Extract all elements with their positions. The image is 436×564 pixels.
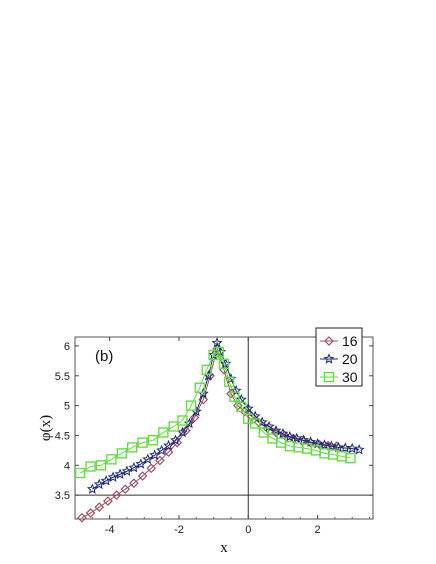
data-point-diamond: [324, 336, 334, 346]
legend-label: 30: [342, 369, 358, 385]
data-point-diamond: [198, 394, 209, 405]
legend-label: 16: [342, 333, 358, 349]
data-point-star: [211, 337, 223, 348]
data-point-star: [242, 402, 254, 414]
panel-label: (b): [95, 348, 113, 365]
data-point-star: [298, 434, 310, 445]
data-point-square: [258, 427, 270, 438]
x-tick-label: -2: [174, 524, 184, 536]
series-line: [79, 351, 351, 474]
data-point-star: [149, 449, 161, 460]
data-point-square: [323, 371, 335, 383]
data-point-star: [291, 432, 303, 444]
x-tick-label: -4: [105, 524, 115, 536]
data-point-square: [116, 448, 127, 459]
data-point-square: [158, 427, 169, 438]
data-point-square: [201, 364, 212, 376]
y-tick-label: 6: [64, 341, 70, 353]
data-point-star: [176, 426, 188, 438]
data-point-star: [263, 420, 275, 432]
data-point-star: [107, 471, 119, 482]
data-point-square: [177, 415, 188, 426]
data-point-square: [213, 346, 225, 358]
data-point-square: [218, 358, 230, 370]
data-point-square: [74, 467, 86, 479]
data-point-square: [345, 452, 356, 464]
data-point-star: [256, 416, 268, 428]
data-point-square: [95, 460, 107, 471]
data-point-star: [339, 442, 351, 453]
data-point-star: [93, 478, 105, 490]
data-point-diamond: [77, 512, 87, 523]
legend-label: 20: [342, 351, 358, 367]
data-point-star: [100, 475, 112, 486]
legend: 16 20 30: [315, 327, 363, 387]
y-tick-label: 4.5: [55, 430, 70, 442]
data-point-square: [223, 376, 235, 387]
x-tick-label: 0: [245, 524, 251, 536]
series-line: [92, 341, 360, 490]
data-point-star: [284, 430, 296, 442]
data-point-star: [325, 440, 337, 451]
data-point-star: [142, 453, 154, 465]
data-point-star: [121, 465, 133, 476]
data-point-star: [169, 434, 182, 445]
data-point-square: [168, 421, 179, 432]
data-point-diamond: [146, 463, 157, 474]
data-point-star: [135, 458, 147, 469]
data-point-star: [183, 417, 195, 429]
x-tick-label: 2: [314, 524, 320, 536]
reference-lines: [75, 337, 373, 519]
data-point-diamond: [279, 430, 290, 441]
data-point-diamond: [129, 478, 139, 489]
data-point-diamond: [94, 502, 105, 512]
data-point-square: [106, 454, 117, 465]
series-30: [74, 346, 356, 479]
y-tick-label: 3.5: [55, 490, 70, 502]
data-point-diamond: [103, 496, 113, 506]
data-point-diamond: [111, 490, 122, 500]
legend-box: [315, 327, 363, 387]
data-point-star: [346, 442, 358, 454]
data-point-square: [126, 442, 138, 453]
data-point-star: [277, 427, 289, 439]
data-point-diamond: [85, 508, 96, 518]
data-point-square: [137, 437, 148, 448]
data-point-star: [318, 439, 331, 450]
data-point-square: [185, 400, 197, 411]
data-point-star: [353, 443, 365, 455]
data-point-diamond: [163, 447, 174, 458]
data-point-diamond: [120, 484, 131, 495]
y-tick-label: 4: [64, 460, 70, 472]
data-point-star: [323, 353, 335, 364]
axis-ticks: -4 -2 0 2 3.5 4 4.5 5 5.5 6: [55, 337, 373, 536]
data-point-star: [114, 468, 126, 479]
y-tick-label: 5: [64, 401, 70, 413]
series-layer: [74, 337, 365, 523]
data-point-square: [249, 418, 261, 429]
data-point-diamond: [137, 471, 148, 481]
data-point-diamond: [233, 400, 243, 411]
data-point-square: [194, 382, 205, 393]
data-point-square: [229, 391, 240, 402]
data-point-star: [270, 424, 282, 436]
data-point-square: [85, 461, 96, 472]
y-tick-label: 5.5: [55, 371, 70, 383]
data-point-square: [236, 401, 247, 413]
data-point-star: [128, 461, 140, 473]
data-point-star: [86, 483, 98, 494]
y-axis-label: φ(x): [38, 415, 54, 441]
data-point-diamond: [239, 406, 250, 417]
x-axis-label: x: [220, 540, 228, 556]
data-point-star: [156, 444, 168, 456]
data-point-star: [163, 439, 175, 451]
data-point-diamond: [189, 412, 200, 423]
plot-frame: [74, 336, 374, 520]
data-point-square: [147, 435, 159, 446]
